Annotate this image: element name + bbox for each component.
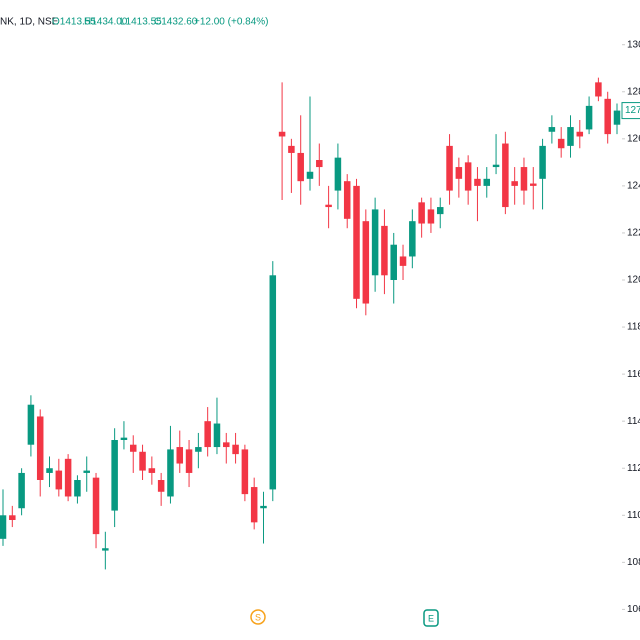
y-tick-label: 1140 [627, 416, 640, 427]
candle-body [371, 209, 379, 276]
candle-body [250, 487, 258, 523]
candle-body [288, 145, 295, 153]
ohlc-change: +12.00 (+0.84%) [194, 17, 269, 28]
ohlc-open: O1413.55 [52, 17, 96, 28]
candle-body [455, 167, 463, 179]
candle-body [18, 472, 25, 509]
candle-body [343, 181, 351, 219]
candle-body [511, 181, 518, 186]
candle-body [409, 221, 416, 257]
candle-body [92, 477, 100, 535]
candle-body [111, 440, 118, 511]
candle-body [362, 221, 370, 304]
candle-body [483, 178, 491, 186]
candle-body [46, 468, 53, 473]
candle-body [27, 404, 35, 445]
candle-body [213, 423, 221, 448]
candle-body [157, 480, 165, 492]
symbol: NK, 1D, NSE [0, 17, 59, 28]
candle-body [539, 145, 546, 179]
candle-body [567, 127, 574, 146]
candle-body [548, 127, 556, 132]
ohlc-low: L1413.55 [120, 17, 162, 28]
event-icon[interactable] [423, 609, 439, 627]
candle-body [241, 449, 249, 495]
candle-body [148, 468, 156, 473]
y-tick-label: 1200 [627, 275, 640, 286]
y-tick-label: 1220 [627, 228, 640, 239]
candle-body [195, 447, 202, 452]
candle-body [316, 160, 323, 168]
candle-body [74, 480, 81, 497]
candle-body [297, 152, 304, 182]
event-icon[interactable] [250, 609, 266, 625]
candle-body [204, 421, 211, 448]
candle-body [390, 244, 397, 280]
y-tick-label: 1060 [627, 604, 640, 615]
candle-body [427, 209, 435, 224]
candle-body [269, 275, 277, 490]
candle-body [353, 185, 360, 299]
y-tick-label: 1120 [627, 463, 640, 474]
candle-body [325, 204, 332, 208]
event-label[interactable]: E [428, 613, 434, 623]
candle-body [557, 138, 565, 149]
candle-body [176, 447, 184, 464]
candle-body [129, 444, 137, 452]
candle-body [232, 444, 239, 455]
candle-body [102, 548, 109, 551]
candle-body [167, 449, 174, 497]
candle-body [223, 442, 230, 448]
y-tick-label: 1160 [627, 369, 640, 380]
candle-body [64, 458, 72, 497]
candle-body [520, 167, 528, 191]
candle-body [492, 164, 500, 168]
y-tick-label: 1080 [627, 557, 640, 568]
candle-body [9, 515, 16, 520]
candle-body [446, 145, 453, 191]
candle-body [139, 451, 146, 471]
candle-body [576, 131, 584, 137]
candle-body [595, 82, 602, 97]
candle-body [464, 162, 472, 191]
y-tick-label: 1180 [627, 322, 640, 333]
candle-body [334, 157, 342, 191]
candle-body [604, 98, 611, 135]
candle-body [381, 225, 388, 276]
y-tick-label: 1280 [627, 86, 640, 97]
candle-body [185, 449, 193, 473]
event-label[interactable]: S [255, 612, 261, 622]
candle-body [260, 505, 267, 509]
candle-body [436, 207, 444, 215]
last-price-label: 127 [625, 105, 640, 116]
candle-body [585, 105, 593, 130]
y-tick-label: 1100 [627, 510, 640, 521]
candle-body [36, 416, 44, 480]
candle-body [120, 437, 128, 440]
candle-body [55, 470, 63, 490]
candle-body [418, 202, 425, 224]
y-tick-label: 1260 [627, 133, 640, 144]
candle-body [502, 143, 509, 208]
y-tick-label: 1240 [627, 181, 640, 192]
candle-body [278, 131, 286, 137]
y-tick-label: 1300 [627, 39, 640, 50]
ohlc-close: C1432.60 [154, 17, 198, 28]
candle-body [613, 110, 621, 125]
candle-body [399, 256, 407, 266]
candle-body [474, 178, 481, 186]
last-price-tag [621, 102, 640, 120]
candle-body [306, 171, 314, 179]
ohlc-high: H1434.00 [84, 17, 128, 28]
candle-body [0, 515, 7, 539]
candle-body [83, 470, 90, 473]
candle-body [530, 183, 537, 186]
